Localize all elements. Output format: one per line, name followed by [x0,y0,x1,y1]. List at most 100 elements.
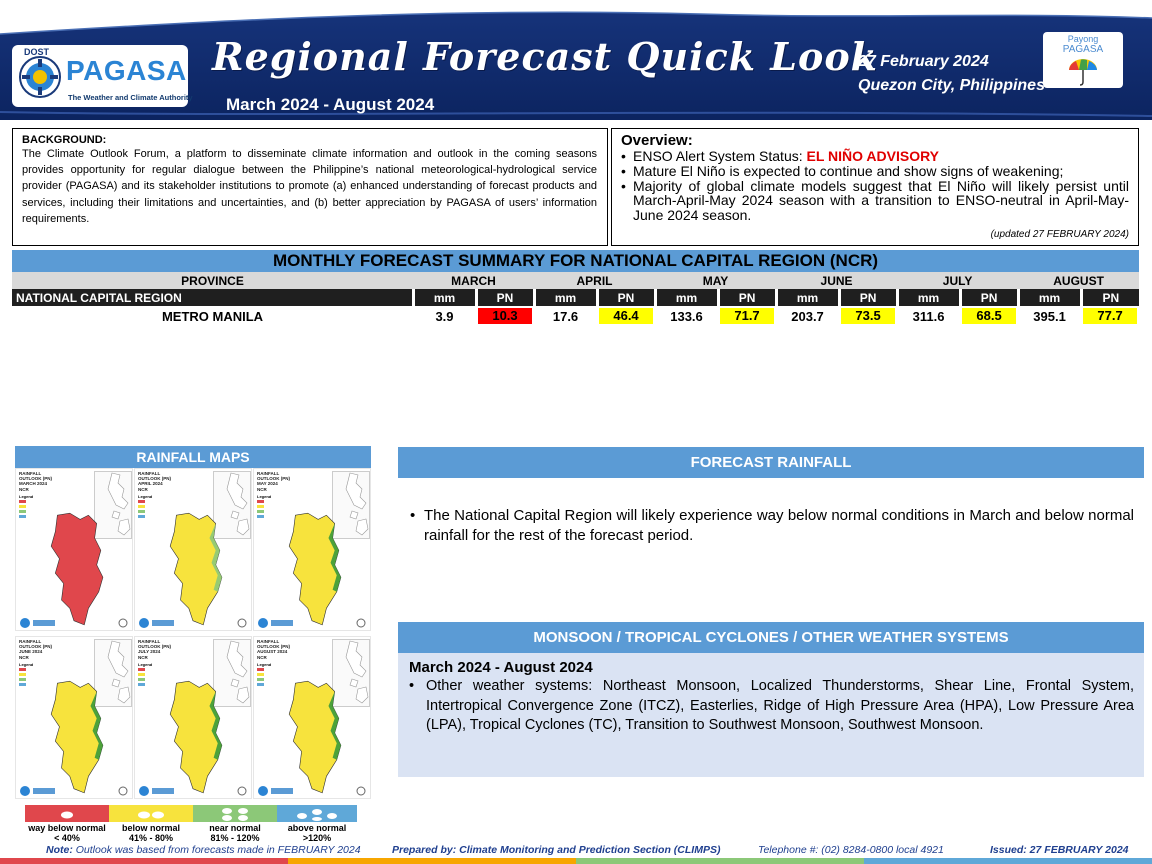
month-header: APRIL [534,272,656,289]
weather-systems-body: March 2024 - August 2024 Other weather s… [398,653,1144,777]
legend-label-below: below normal 41% - 80% [121,823,180,843]
footer-color-strip [0,858,1152,864]
rainfall-map-panel: RAINFALL OUTLOOK (PN) JULY 2024 NCR Legend [134,636,252,799]
philippines-inset-icon [213,471,251,539]
ncr-region-map [50,680,104,794]
rainfall-mm-value: 17.6 [552,308,579,324]
ncr-region-map [288,512,342,626]
table-unit-header-row: NATIONAL CAPITAL REGION mm PN mm PN mm P… [12,289,1140,306]
legend-label-above: above normal >120% [287,823,347,843]
overview-heading: Overview: [621,132,693,149]
weather-systems-text: Other weather systems: Northeast Monsoon… [409,677,1134,736]
philippines-inset-icon [94,471,132,539]
page-header: DOST PAGASA The Weather and Climate Auth… [0,0,1152,120]
map-title: RAINFALL OUTLOOK (PN) MAY 2024 NCR [257,471,290,492]
cloud-icon [222,807,248,821]
philippines-inset-icon [213,639,251,707]
dost-label: DOST [24,47,50,57]
month-header: MARCH [413,272,535,289]
weather-systems-title: MONSOON / TROPICAL CYCLONES / OTHER WEAT… [398,622,1144,653]
rainfall-mm-value: 203.7 [791,308,824,324]
payong-pagasa-logo: Payong PAGASA [1043,32,1123,88]
cloud-icon [297,808,337,821]
forecast-rainfall-text: The National Capital Region will likely … [410,506,1134,545]
footer-telephone: Telephone #: (02) 8284-0800 local 4921 [758,844,944,856]
unit-pn-header: PN [958,289,1019,306]
legend-swatch-above [277,805,357,822]
month-header: JULY [897,272,1019,289]
map-title: RAINFALL OUTLOOK (PN) AUGUST 2024 NCR [257,639,290,660]
month-header: AUGUST [1018,272,1140,289]
cloud-icon [138,811,164,818]
unit-pn-header: PN [837,289,898,306]
ncr-region-map [50,512,104,626]
pn-cell: 46.4 [597,306,655,326]
map-footer-logos [139,618,247,628]
rainfall-map-panel: RAINFALL OUTLOOK (PN) MAY 2024 NCR Legend [253,468,371,631]
legend-label-near: near normal 81% - 120% [209,823,261,843]
percent-normal-value: 10.3 [478,308,533,324]
map-legend-row [138,667,152,672]
map-title: RAINFALL OUTLOOK (PN) MARCH 2024 NCR [19,471,52,492]
payong-label: Payong [1067,34,1099,44]
philippines-inset-icon [94,639,132,707]
map-legend-row [19,499,33,504]
umbrella-icon [1069,59,1097,86]
map-legend-row [19,682,33,687]
province-column-header: PROVINCE [12,272,413,289]
map-legend-row [19,504,33,509]
map-footer-logos [20,618,128,628]
map-title: RAINFALL OUTLOOK (PN) APRIL 2024 NCR [138,471,171,492]
ncr-region-map [288,680,342,794]
map-legend-row [257,509,271,514]
legend-swatch-below [109,805,193,822]
pn-cell: 71.7 [718,306,776,326]
map-legend: Legend [257,662,271,687]
map-legend-row [19,672,33,677]
map-legend: Legend [138,494,152,519]
header-background [0,11,1152,120]
philippines-inset-icon [332,471,370,539]
background-heading: BACKGROUND: [22,134,107,146]
map-legend-row [138,514,152,519]
forecast-period: March 2024 - August 2024 [226,95,435,114]
footer-issued: Issued: 27 FEBRUARY 2024 [990,844,1129,856]
pn-cell: 73.5 [839,306,897,326]
percent-normal-value: 46.4 [599,308,654,324]
map-legend-row [257,677,271,682]
map-legend-row [257,667,271,672]
issue-place: Quezon City, Philippines [858,77,1045,94]
percent-normal-value: 68.5 [962,308,1017,324]
legend-swatch-way-below [25,805,109,822]
issue-date: 27 February 2024 [858,53,989,70]
overview-item-enso: ENSO Alert System Status: EL NIÑO ADVISO… [621,149,1129,164]
unit-mm-header: mm [411,289,476,306]
pagasa-seal-icon [19,56,61,98]
map-title: RAINFALL OUTLOOK (PN) JULY 2024 NCR [138,639,171,660]
pn-cell: 68.5 [960,306,1018,326]
rainfall-mm-value: 311.6 [912,308,945,324]
unit-pn-header: PN [595,289,656,306]
map-legend-row [19,677,33,682]
overview-list: ENSO Alert System Status: EL NIÑO ADVISO… [621,149,1129,223]
forecast-summary-table: PROVINCE MARCH APRIL MAY JUNE JULY AUGUS… [12,272,1140,326]
cloud-icon [61,811,73,818]
footer-prepared-by: Prepared by: Climate Monitoring and Pred… [392,844,721,856]
unit-mm-header: mm [774,289,840,306]
map-legend: Legend [19,494,33,519]
philippines-inset-icon [332,639,370,707]
enso-status-prefix: ENSO Alert System Status: [633,148,807,164]
summary-title: MONTHLY FORECAST SUMMARY FOR NATIONAL CA… [12,250,1139,272]
footer-note: Note: Outlook was based from forecasts m… [46,844,361,856]
map-footer-logos [258,618,366,628]
rainfall-mm-value: 133.6 [670,308,703,324]
forecast-rainfall-body: The National Capital Region will likely … [398,478,1144,603]
rainfall-maps-title: RAINFALL MAPS [15,446,371,468]
background-box: BACKGROUND: The Climate Outlook Forum, a… [12,128,608,246]
unit-mm-header: mm [1016,289,1082,306]
forecast-rainfall-title: FORECAST RAINFALL [398,447,1144,478]
map-legend-row [138,499,152,504]
map-legend-row [138,504,152,509]
map-legend-row [257,682,271,687]
enso-status-badge: EL NIÑO ADVISORY [806,148,940,164]
